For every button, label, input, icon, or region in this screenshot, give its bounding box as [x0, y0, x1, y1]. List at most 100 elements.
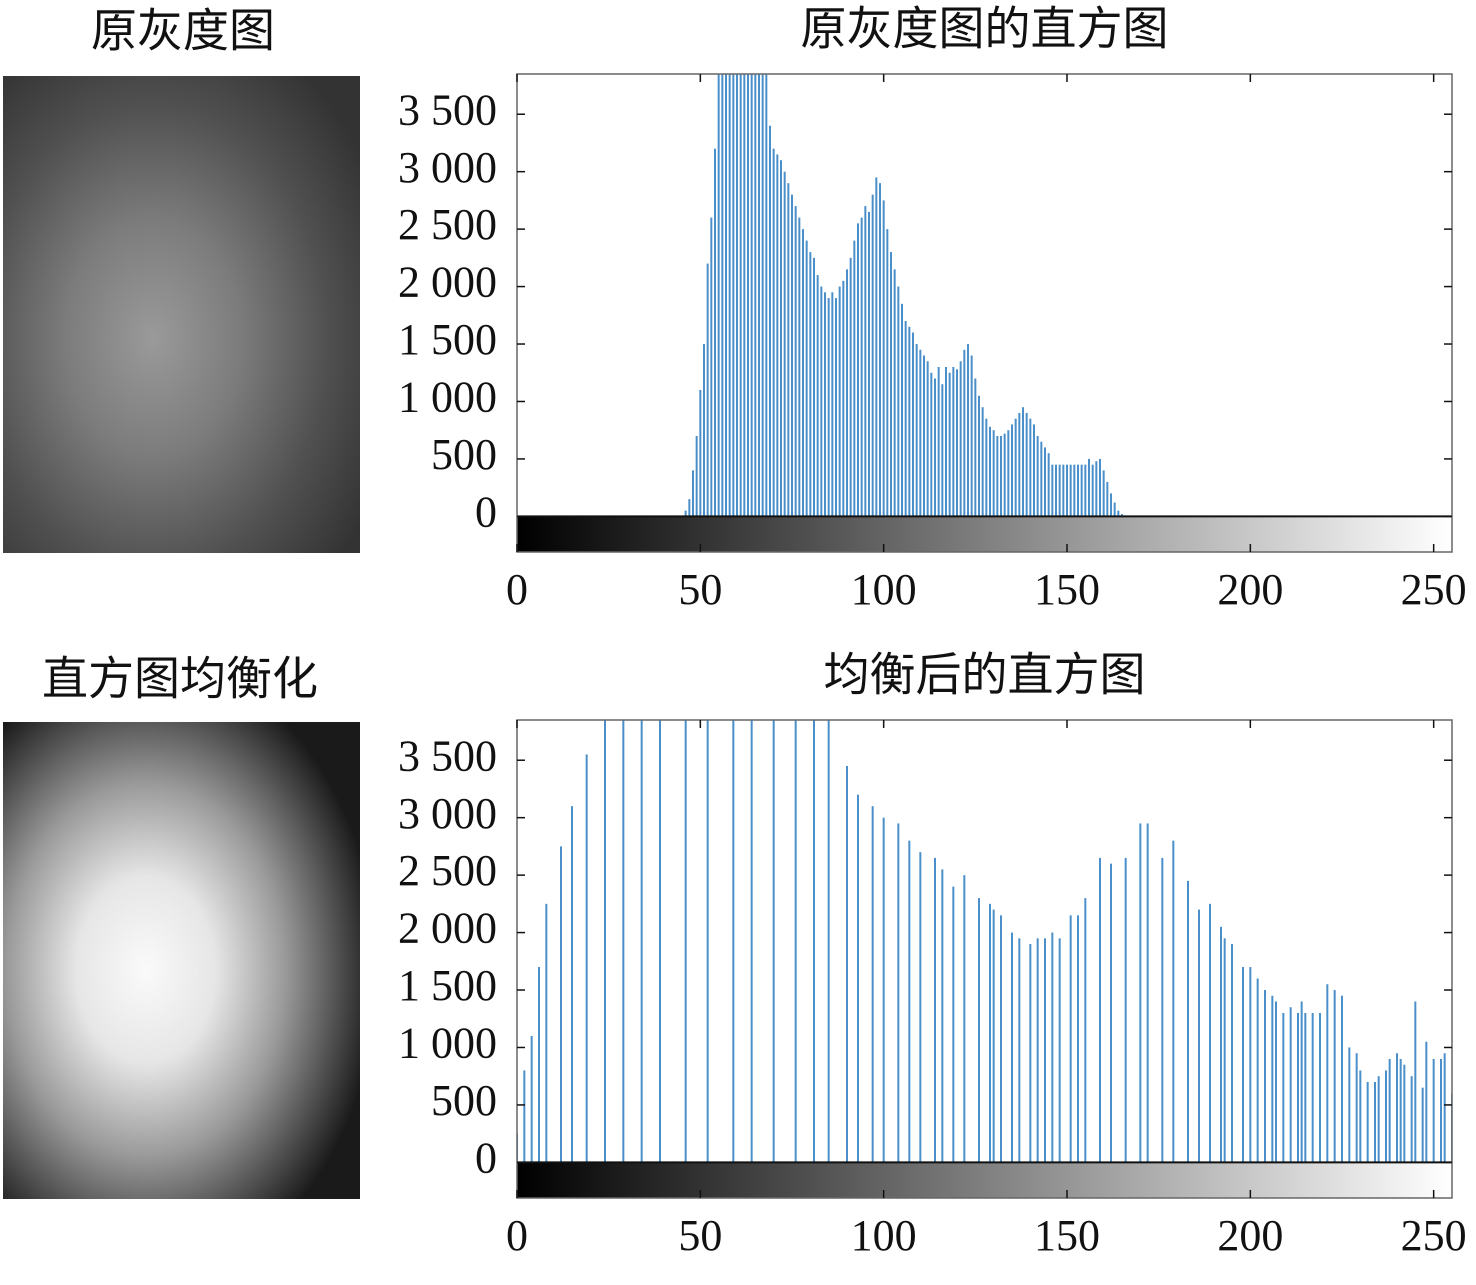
- bar: [890, 252, 892, 517]
- bar: [1047, 453, 1050, 517]
- bar: [1025, 412, 1028, 517]
- bar: [1319, 1013, 1321, 1163]
- bar: [948, 372, 951, 517]
- bar: [908, 326, 911, 517]
- bar: [934, 378, 936, 517]
- bar: [1414, 1001, 1417, 1163]
- bar: [1396, 1053, 1398, 1163]
- bar: [989, 426, 991, 517]
- bar: [996, 435, 999, 517]
- bar: [904, 321, 907, 517]
- bar: [1333, 990, 1336, 1163]
- bar: [827, 298, 830, 517]
- bar: [1062, 464, 1065, 517]
- bar: [530, 1035, 533, 1163]
- bar: [985, 418, 988, 517]
- bar: [915, 344, 918, 517]
- bar: [717, 74, 720, 517]
- bar: [835, 298, 837, 517]
- bar: [1377, 1076, 1380, 1163]
- bar: [571, 806, 573, 1163]
- bar: [1018, 412, 1021, 517]
- bar: [1011, 424, 1013, 517]
- x-tick-label: 0: [506, 565, 528, 614]
- bar: [1289, 1007, 1292, 1163]
- bar: [1271, 995, 1274, 1163]
- bar: [941, 384, 944, 517]
- bar: [805, 240, 808, 517]
- bar: [1036, 938, 1039, 1163]
- bar: [728, 74, 731, 517]
- bar: [684, 720, 687, 1163]
- bar: [798, 217, 801, 517]
- bar: [695, 435, 698, 517]
- x-tick-label: 250: [1401, 565, 1467, 614]
- bar: [1366, 1081, 1369, 1163]
- bar: [1018, 938, 1021, 1163]
- bar: [1014, 418, 1017, 517]
- bar: [1058, 938, 1061, 1163]
- colorbar: [517, 1162, 1452, 1198]
- y-tick-label: 2 500: [398, 846, 497, 895]
- bar: [1077, 464, 1079, 517]
- bar: [956, 369, 958, 517]
- x-tick-label: 250: [1401, 1211, 1467, 1260]
- bar: [842, 280, 845, 517]
- x-tick-label: 150: [1034, 565, 1100, 614]
- bar: [978, 395, 980, 517]
- bar: [952, 886, 955, 1163]
- bar: [1044, 447, 1046, 517]
- bar: [989, 903, 991, 1163]
- bar: [1403, 1064, 1406, 1163]
- bar: [1058, 464, 1061, 517]
- bar: [857, 794, 859, 1163]
- bar: [1304, 1013, 1307, 1163]
- bar: [1069, 464, 1072, 517]
- bar: [794, 206, 797, 517]
- bar: [1124, 857, 1127, 1163]
- bar: [1084, 464, 1087, 517]
- y-tick-label: 2 000: [398, 258, 497, 307]
- bar: [846, 269, 848, 517]
- colorbar: [517, 516, 1452, 552]
- bar: [1231, 944, 1233, 1163]
- bar: [721, 74, 724, 517]
- bar: [743, 74, 746, 517]
- bar: [978, 898, 980, 1163]
- bar: [622, 720, 625, 1163]
- bar: [1374, 1081, 1376, 1163]
- bar: [813, 257, 815, 517]
- bar: [736, 74, 738, 517]
- bar: [1440, 1058, 1442, 1163]
- bar: [538, 967, 540, 1163]
- y-tick-label: 500: [431, 1076, 497, 1125]
- bar: [710, 217, 713, 517]
- bar: [871, 194, 874, 517]
- bar: [1410, 1076, 1413, 1163]
- bar: [926, 361, 929, 517]
- bar: [1000, 435, 1002, 517]
- chart-title: 均衡后的直方图: [824, 650, 1146, 701]
- image-title: 原灰度图: [91, 6, 275, 57]
- image-title: 直方图均衡化: [42, 654, 318, 705]
- bar: [1443, 1053, 1446, 1163]
- bar: [523, 1070, 526, 1163]
- bar: [963, 349, 966, 517]
- bar: [963, 875, 966, 1163]
- bar: [659, 720, 661, 1163]
- bar: [941, 869, 944, 1163]
- bar: [1282, 1013, 1285, 1163]
- bars: [517, 720, 1452, 1163]
- x-tick-label: 0: [506, 1211, 528, 1260]
- bar: [970, 355, 973, 517]
- bar: [761, 74, 764, 517]
- bar: [945, 367, 947, 517]
- bar: [1146, 823, 1149, 1163]
- bar: [1033, 424, 1035, 517]
- plot-frame: [516, 719, 1453, 1199]
- bar: [1187, 880, 1189, 1163]
- bar: [860, 217, 863, 517]
- y-tick-label: 0: [475, 487, 497, 536]
- bar: [1088, 458, 1090, 517]
- bar: [750, 74, 753, 517]
